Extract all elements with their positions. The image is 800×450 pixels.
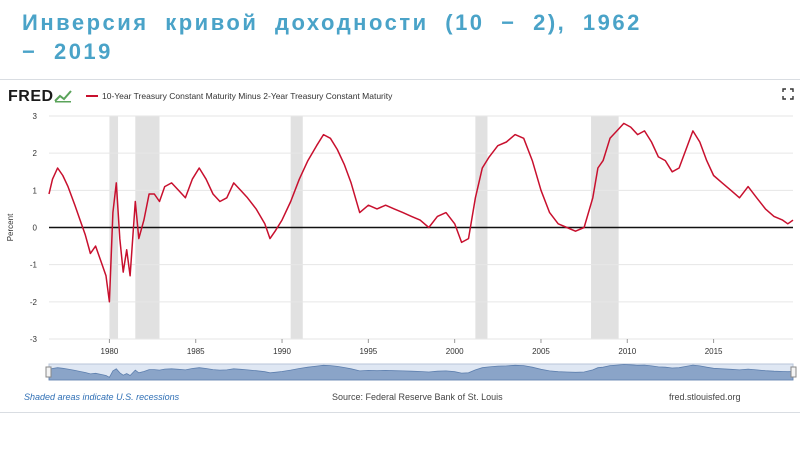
x-tick-labels: 1980 1985 1990 1995 2000 2005 2010 2015 xyxy=(101,339,723,356)
x-tick-label: 1985 xyxy=(187,347,205,356)
x-tick-label: 1995 xyxy=(359,347,377,356)
y-axis-label: Percent xyxy=(6,213,15,241)
fred-graph-panel: FRED 10-Year Treasury Constant Maturity … xyxy=(0,79,800,413)
y-tick-label: 1 xyxy=(33,186,38,195)
y-tick-labels: 3 2 1 0 -1 -2 -3 xyxy=(30,112,38,344)
slide-title: Инверсия кривой доходности (10 − 2), 196… xyxy=(22,10,642,64)
y-tick-label: 2 xyxy=(33,149,38,158)
chart-legend: 10-Year Treasury Constant Maturity Minus… xyxy=(86,91,392,101)
recession-note: Shaded areas indicate U.S. recessions xyxy=(24,392,180,402)
navigator-handle-right[interactable] xyxy=(790,366,797,378)
x-tick-label: 2005 xyxy=(532,347,550,356)
legend-label: 10-Year Treasury Constant Maturity Minus… xyxy=(102,91,393,101)
x-tick-label: 1990 xyxy=(273,347,291,356)
source-url[interactable]: fred.stlouisfed.org xyxy=(669,392,741,402)
expand-icon[interactable] xyxy=(782,88,794,100)
y-tick-label: -2 xyxy=(30,298,38,307)
x-tick-label: 2000 xyxy=(446,347,464,356)
line-chart[interactable]: 3 2 1 0 -1 -2 -3 1980 1985 1990 1995 2000 2005 2010 2… xyxy=(0,80,800,412)
y-tick-label: -3 xyxy=(30,335,38,344)
navigator-handle-left[interactable] xyxy=(45,366,52,378)
x-tick-label: 2010 xyxy=(618,347,636,356)
x-tick-label: 1980 xyxy=(101,347,119,356)
fred-logo[interactable]: FRED xyxy=(8,88,54,105)
fred-logo-chart-icon xyxy=(54,90,72,103)
legend-swatch xyxy=(86,94,98,97)
x-tick-label: 2015 xyxy=(705,347,723,356)
series-line xyxy=(48,122,794,303)
y-tick-label: -1 xyxy=(30,261,38,270)
range-navigator[interactable] xyxy=(45,363,797,381)
navigator-series xyxy=(48,364,794,381)
y-tick-label: 0 xyxy=(33,224,38,233)
y-tick-label: 3 xyxy=(33,112,38,121)
source-text: Source: Federal Reserve Bank of St. Loui… xyxy=(332,392,503,402)
grid-lines xyxy=(49,115,793,340)
